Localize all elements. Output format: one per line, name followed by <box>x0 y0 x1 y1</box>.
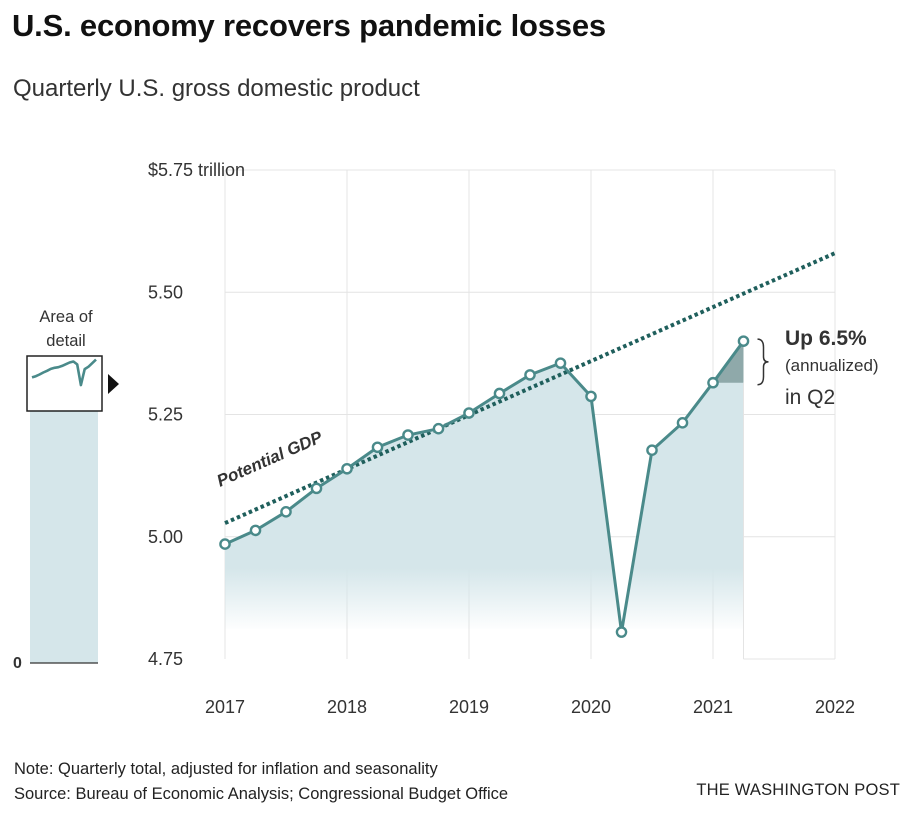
x-tick-label-1: 2018 <box>327 697 367 717</box>
inset-label-line2: detail <box>46 332 85 350</box>
inset-pointer-icon <box>108 374 119 394</box>
potential-gdp-line <box>224 251 836 525</box>
y-tick-label-0: 4.75 <box>148 649 183 669</box>
chart-title: U.S. economy recovers pandemic losses <box>12 8 606 43</box>
gdp-area <box>225 341 744 633</box>
inset-overview: Area of detail 0 <box>13 308 119 672</box>
gdp-point-2 <box>280 506 292 518</box>
gdp-point-0 <box>219 538 231 550</box>
y-tick-label-3: 5.50 <box>148 282 183 302</box>
gdp-point-12 <box>585 390 597 403</box>
chart-subtitle: Quarterly U.S. gross domestic product <box>13 75 420 102</box>
gdp-point-15 <box>676 417 689 429</box>
growth-annotation-detail: (annualized) <box>785 356 879 375</box>
x-tick-label-2: 2019 <box>449 697 489 717</box>
gdp-point-13 <box>615 626 628 638</box>
potential-gdp-label: Potential GDP <box>214 427 326 491</box>
footer-note: Note: Quarterly total, adjusted for infl… <box>14 760 438 778</box>
gdp-point-1 <box>249 524 262 537</box>
gdp-point-8 <box>463 407 475 419</box>
gdp-line <box>224 340 745 634</box>
x-tick-label-4: 2021 <box>693 697 733 717</box>
growth-annotation-period: in Q2 <box>785 386 835 409</box>
y-tick-label-1: 5.00 <box>148 527 183 547</box>
y-tick-labels: 4.75 5.00 5.25 5.50 $5.75 trillion <box>148 160 245 669</box>
gdp-point-10 <box>524 369 536 381</box>
gdp-chart: 4.755.005.255.50$5.75 trillion 2017 2018 2… <box>13 160 879 717</box>
gdp-point-16 <box>707 376 719 389</box>
x-tick-labels: 2017 2018 2019 2020 2021 2022 <box>205 697 855 717</box>
x-tick-label-5: 2022 <box>815 697 855 717</box>
growth-brace <box>757 338 769 386</box>
gdp-point-9 <box>493 387 506 400</box>
publisher-credit: THE WASHINGTON POST <box>696 781 900 799</box>
x-tick-label-0: 2017 <box>205 697 245 717</box>
gdp-point-4 <box>341 462 353 475</box>
gdp-point-5 <box>371 441 384 454</box>
gdp-point-11 <box>554 357 567 369</box>
y-tick-label-2: 5.25 <box>148 405 183 425</box>
inset-area <box>30 380 98 663</box>
gdp-point-3 <box>310 482 323 495</box>
gdp-point-6 <box>402 429 414 441</box>
gdp-point-17 <box>737 335 750 347</box>
inset-zero-label: 0 <box>13 655 22 672</box>
footer-notes: Note: Quarterly total, adjusted for infl… <box>14 757 508 807</box>
gdp-points <box>219 335 750 638</box>
footer-source: Source: Bureau of Economic Analysis; Con… <box>14 785 509 803</box>
x-tick-label-3: 2020 <box>571 697 611 717</box>
gdp-point-14 <box>646 444 658 456</box>
inset-label-line1: Area of <box>39 308 93 326</box>
gdp-point-7 <box>432 422 445 435</box>
inset-gdp-line <box>31 358 97 387</box>
growth-annotation-value: Up 6.5% <box>785 327 867 350</box>
y-tick-label-4: $5.75 trillion <box>148 160 245 180</box>
